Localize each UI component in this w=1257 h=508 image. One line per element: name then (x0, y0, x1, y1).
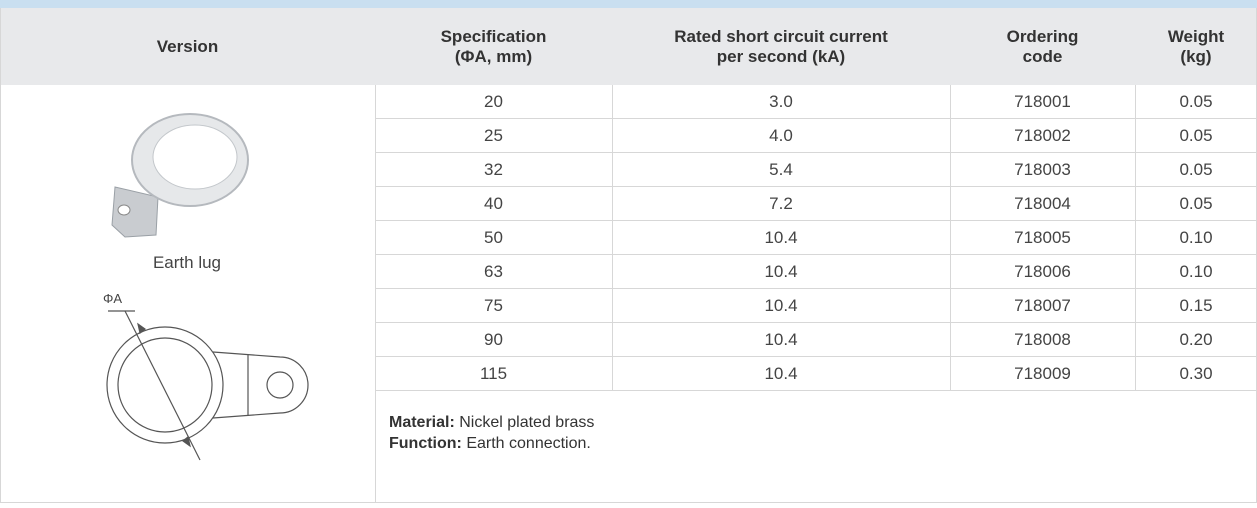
table-cell: 718002 (950, 119, 1135, 153)
table-cell: 0.30 (1135, 357, 1257, 391)
table-cell: 10.4 (612, 357, 950, 391)
table-cell: 3.0 (612, 85, 950, 119)
table-cell: 5.4 (612, 153, 950, 187)
header-text: Rated short circuit current (674, 26, 888, 46)
table-cell: 0.10 (1135, 221, 1257, 255)
table-cell: 32 (375, 153, 612, 187)
column-divider (375, 85, 376, 503)
table-cell: 718005 (950, 221, 1135, 255)
column-divider (612, 85, 613, 391)
version-illustration: Earth lug ΦA (103, 113, 309, 461)
header-cell: Ordering code (950, 8, 1135, 85)
table-cell: 90 (375, 323, 612, 357)
table-cell: 40 (375, 187, 612, 221)
table-cell: 10.4 (612, 289, 950, 323)
column-divider (1135, 85, 1136, 391)
table-cell: 4.0 (612, 119, 950, 153)
note-text: Earth connection. (466, 435, 591, 452)
table-cell: 0.05 (1135, 153, 1257, 187)
lug-photo (111, 113, 249, 238)
table-cell: 50 (375, 221, 612, 255)
table-cell: 718008 (950, 323, 1135, 357)
table-cell: 0.20 (1135, 323, 1257, 357)
table-cell: 718007 (950, 289, 1135, 323)
header-text: Version (156, 36, 219, 56)
table-cell: 718006 (950, 255, 1135, 289)
version-label: Earth lug (153, 253, 221, 272)
top-strip (0, 0, 1257, 8)
table-cell: 7.2 (612, 187, 950, 221)
table-cell: 10.4 (612, 221, 950, 255)
header-cell: Rated short circuit current per second (k… (612, 8, 950, 85)
table-cell: 0.05 (1135, 119, 1257, 153)
table-cell: 718004 (950, 187, 1135, 221)
lug-drawing (106, 310, 309, 461)
header-text: (kg) (1180, 46, 1212, 66)
table-cell: 25 (375, 119, 612, 153)
header-text: per second (kA) (716, 46, 846, 66)
table-cell: 20 (375, 85, 612, 119)
note-line: Material: Nickel plated brass (389, 412, 594, 433)
note-line: Function: Earth connection. (389, 433, 594, 454)
note-text: Nickel plated brass (459, 414, 595, 431)
header-text: Weight (1167, 26, 1225, 46)
table-cell: 10.4 (612, 255, 950, 289)
table-cell: 718009 (950, 357, 1135, 391)
table-cell: 0.05 (1135, 187, 1257, 221)
header-text: Specification (440, 26, 547, 46)
dimension-label: ΦA (103, 291, 122, 306)
note-label: Material: (389, 414, 455, 431)
column-divider (950, 85, 951, 391)
table-cell: 718001 (950, 85, 1135, 119)
version-cell: Earth lug ΦA (0, 85, 375, 503)
header-cell: Version (0, 8, 375, 85)
header-cell: Weight (kg) (1135, 8, 1257, 85)
header-text: Ordering (1006, 26, 1079, 46)
header-text: code (1022, 46, 1063, 66)
table-cell: 115 (375, 357, 612, 391)
table-cell: 75 (375, 289, 612, 323)
table-cell: 718003 (950, 153, 1135, 187)
table-cell: 0.05 (1135, 85, 1257, 119)
table-cell: 63 (375, 255, 612, 289)
header-text: (ΦA, mm) (454, 46, 533, 66)
note-label: Function: (389, 435, 462, 452)
header-cell: Specification (ΦA, mm) (375, 8, 612, 85)
table-cell: 10.4 (612, 323, 950, 357)
table-cell: 0.15 (1135, 289, 1257, 323)
table-cell: 0.10 (1135, 255, 1257, 289)
notes: Material: Nickel plated brass Function: E… (389, 412, 594, 454)
